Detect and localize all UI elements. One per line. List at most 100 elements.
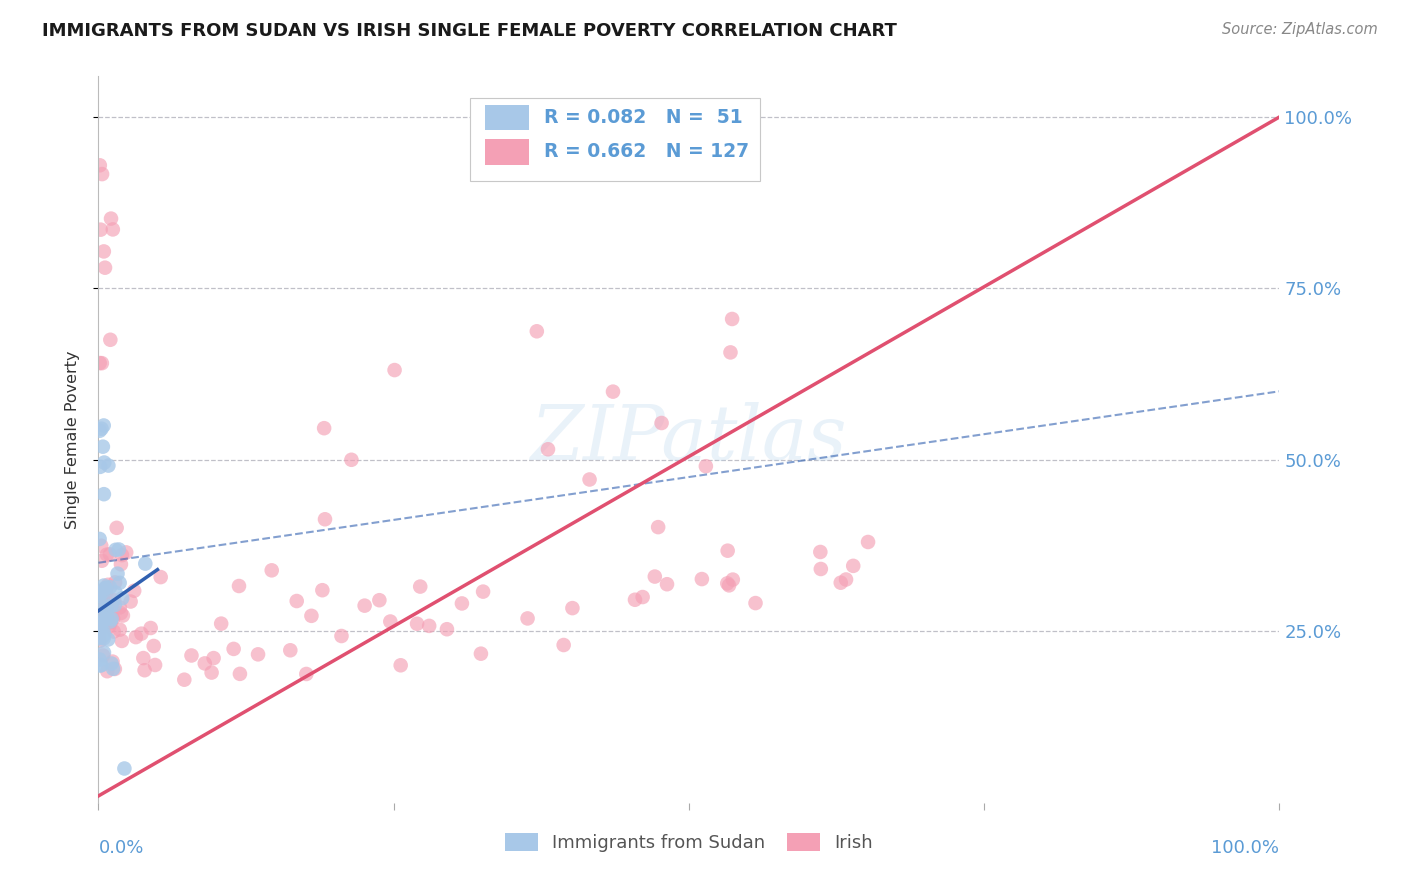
Point (96, 606, 118, 620)
Point (194, 657, 217, 671)
Point (89, 600, 111, 615)
Point (89, 356, 111, 370)
Point (91, 440, 114, 454)
Point (134, 663, 156, 677)
Point (94, 603, 117, 617)
Point (90, 658, 112, 673)
Point (139, 621, 162, 635)
Point (104, 575, 127, 590)
Point (856, 535, 879, 549)
Point (93, 582, 115, 597)
Point (91, 167, 114, 181)
Point (93, 601, 115, 615)
Point (90, 631, 112, 645)
Point (418, 619, 440, 633)
Point (96, 664, 118, 678)
Point (107, 566, 129, 581)
Point (93, 418, 115, 433)
Point (96, 607, 118, 621)
Point (89, 532, 111, 546)
Point (104, 598, 127, 612)
Point (98, 615, 121, 629)
Point (90, 222, 112, 236)
Point (112, 762, 135, 776)
Point (108, 575, 131, 590)
Point (384, 363, 406, 377)
Point (451, 597, 474, 611)
Point (409, 580, 432, 594)
Point (104, 585, 127, 599)
Point (98, 580, 121, 594)
Point (100, 612, 122, 626)
Point (436, 622, 458, 636)
Point (94, 608, 117, 623)
Point (228, 579, 250, 593)
Point (631, 590, 654, 604)
Point (142, 639, 165, 653)
Point (115, 545, 138, 559)
Point (108, 623, 131, 637)
Point (98, 333, 121, 347)
Point (830, 575, 852, 590)
Point (89, 658, 111, 673)
Text: ZIPatlas: ZIPatlas (530, 402, 848, 476)
Point (100, 657, 122, 671)
Point (110, 558, 132, 572)
Point (89, 632, 111, 646)
Point (89, 652, 111, 666)
Point (353, 599, 375, 613)
Point (301, 608, 323, 623)
Point (201, 665, 224, 680)
Point (89, 594, 111, 608)
Point (90, 588, 112, 602)
Point (93, 646, 115, 660)
Point (89, 634, 111, 648)
Point (89, 613, 111, 627)
Point (97, 458, 120, 473)
Point (91, 648, 114, 663)
Point (96, 548, 118, 562)
Point (93, 617, 115, 632)
Point (111, 548, 134, 562)
Point (91, 590, 114, 604)
Point (94, 612, 117, 626)
Point (180, 648, 202, 663)
Point (314, 512, 336, 526)
Point (89, 605, 111, 619)
Point (295, 667, 318, 681)
Point (98, 547, 121, 561)
Point (89, 586, 111, 600)
Point (149, 570, 172, 584)
Point (278, 643, 301, 657)
Point (247, 648, 270, 662)
Point (89, 629, 111, 643)
Point (108, 542, 131, 557)
Point (103, 611, 125, 625)
FancyBboxPatch shape (485, 105, 530, 130)
Point (624, 592, 647, 607)
Point (744, 596, 766, 610)
Point (131, 626, 153, 640)
Point (718, 578, 741, 592)
Point (108, 600, 131, 615)
Text: R = 0.082   N =  51: R = 0.082 N = 51 (544, 108, 742, 128)
Point (89, 590, 111, 604)
Point (100, 599, 122, 613)
Point (111, 608, 134, 623)
Point (720, 345, 742, 359)
Point (389, 658, 412, 673)
Point (561, 601, 583, 615)
Point (120, 594, 142, 608)
Point (111, 634, 134, 648)
Point (340, 452, 363, 467)
Point (93, 456, 115, 470)
Point (526, 324, 548, 338)
Point (553, 638, 575, 652)
Point (100, 615, 122, 630)
Point (89, 617, 111, 632)
Point (93, 628, 115, 642)
Point (98, 620, 121, 634)
Point (94, 581, 117, 595)
Point (835, 573, 858, 587)
Point (89, 615, 111, 630)
